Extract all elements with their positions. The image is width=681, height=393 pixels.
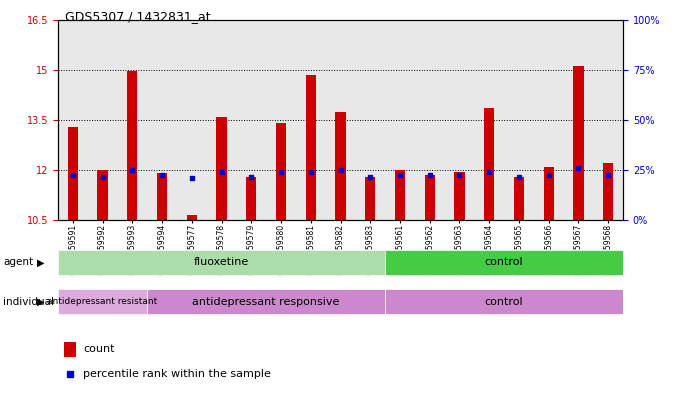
Bar xyxy=(424,175,435,220)
Bar xyxy=(217,117,227,220)
Bar xyxy=(58,20,88,220)
Bar xyxy=(365,177,375,220)
Bar xyxy=(564,20,593,220)
Text: antidepressant responsive: antidepressant responsive xyxy=(193,297,340,307)
Bar xyxy=(236,20,266,220)
Text: ▶: ▶ xyxy=(37,297,45,307)
Bar xyxy=(593,20,623,220)
Text: individual: individual xyxy=(3,297,54,307)
Bar xyxy=(326,20,355,220)
Text: count: count xyxy=(83,344,115,354)
Bar xyxy=(395,170,405,220)
Bar xyxy=(276,123,286,220)
Bar xyxy=(246,177,257,220)
Bar xyxy=(484,108,494,220)
Bar xyxy=(543,167,554,220)
Bar xyxy=(385,250,623,275)
Bar xyxy=(475,20,504,220)
Bar xyxy=(147,289,385,314)
Bar xyxy=(58,250,385,275)
Bar xyxy=(296,20,326,220)
Text: fluoxetine: fluoxetine xyxy=(194,257,249,267)
Bar xyxy=(58,289,147,314)
Bar xyxy=(63,342,76,357)
Bar xyxy=(385,289,623,314)
Text: antidepressant resistant: antidepressant resistant xyxy=(48,297,157,306)
Bar xyxy=(127,72,138,220)
Bar xyxy=(88,20,117,220)
Text: control: control xyxy=(485,297,524,307)
Bar xyxy=(335,112,346,220)
Bar xyxy=(157,173,168,220)
Bar xyxy=(306,75,316,220)
Bar xyxy=(454,172,464,220)
Text: agent: agent xyxy=(3,257,33,267)
Bar xyxy=(445,20,475,220)
Bar xyxy=(187,215,197,220)
Bar xyxy=(603,163,614,220)
Bar xyxy=(534,20,564,220)
Bar xyxy=(385,20,415,220)
Bar xyxy=(206,20,236,220)
Bar xyxy=(355,20,385,220)
Text: control: control xyxy=(485,257,524,267)
Bar xyxy=(117,20,147,220)
Bar xyxy=(504,20,534,220)
Bar xyxy=(67,127,78,220)
Bar xyxy=(266,20,296,220)
Bar xyxy=(415,20,445,220)
Text: GDS5307 / 1432831_at: GDS5307 / 1432831_at xyxy=(65,10,210,23)
Bar xyxy=(513,177,524,220)
Bar xyxy=(573,66,584,220)
Text: percentile rank within the sample: percentile rank within the sample xyxy=(83,369,271,379)
Text: ▶: ▶ xyxy=(37,257,45,267)
Bar xyxy=(97,170,108,220)
Bar xyxy=(177,20,206,220)
Bar xyxy=(147,20,177,220)
